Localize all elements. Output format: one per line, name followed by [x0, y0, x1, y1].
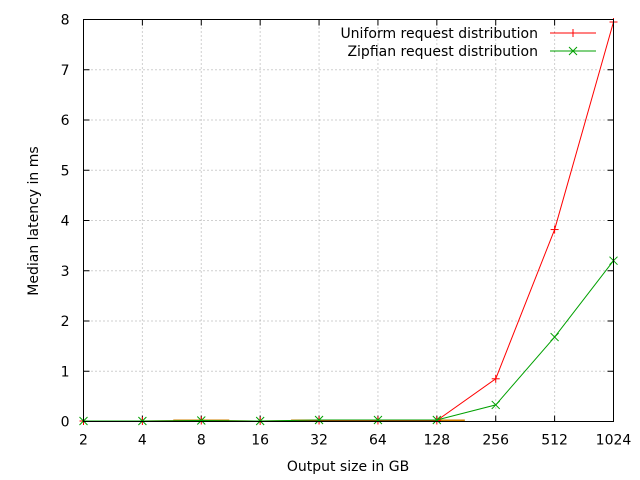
y-tick-label: 5	[61, 163, 70, 179]
data-series	[79, 18, 618, 426]
series-uniform	[79, 18, 618, 425]
y-axis-label: Median latency in ms	[26, 146, 42, 295]
data-point	[255, 416, 265, 426]
y-tick-label: 0	[61, 415, 70, 431]
y-tick-label: 2	[61, 314, 70, 330]
grid-lines	[83, 19, 614, 422]
legend-marker	[568, 46, 578, 56]
y-tick-label: 1	[61, 364, 70, 380]
x-tick-label: 128	[423, 433, 450, 449]
legend-label: Uniform request distribution	[340, 26, 538, 42]
series-zipfian	[79, 256, 618, 426]
y-tick-label: 3	[61, 264, 70, 280]
data-point	[314, 415, 324, 425]
y-tick-label: 8	[61, 13, 70, 29]
y-tick-label: 7	[61, 63, 70, 79]
x-tick-label: 32	[310, 433, 328, 449]
data-point	[373, 415, 383, 425]
y-tick-label: 6	[61, 113, 70, 129]
y-tick-label: 4	[61, 214, 70, 230]
data-point	[550, 332, 559, 342]
series-line	[83, 260, 614, 422]
data-point	[491, 400, 501, 410]
x-tick-label: 1024	[596, 433, 632, 449]
x-tick-label: 512	[541, 433, 568, 449]
x-tick-label: 4	[138, 433, 147, 449]
x-tick-label: 8	[197, 433, 206, 449]
x-tick-label: 2	[79, 433, 88, 449]
data-point	[550, 225, 559, 234]
x-tick-label: 256	[482, 433, 509, 449]
x-axis-tick-labels: 2 4 8 16 32 64 128 256 512 1024	[79, 433, 631, 449]
x-axis-label: Output size in GB	[287, 459, 409, 475]
data-point	[491, 374, 500, 383]
data-point	[196, 416, 206, 425]
plot-frame	[83, 19, 614, 422]
legend-marker	[569, 29, 577, 37]
data-point	[138, 416, 147, 426]
legend: Uniform request distribution Zipfian requ…	[340, 26, 596, 60]
data-point	[432, 415, 442, 425]
y-axis-tick-labels: 0 1 2 3 4 5 6 7 8	[61, 13, 70, 431]
x-tick-label: 16	[251, 433, 269, 449]
x-tick-label: 64	[369, 433, 387, 449]
legend-label: Zipfian request distribution	[347, 44, 538, 60]
